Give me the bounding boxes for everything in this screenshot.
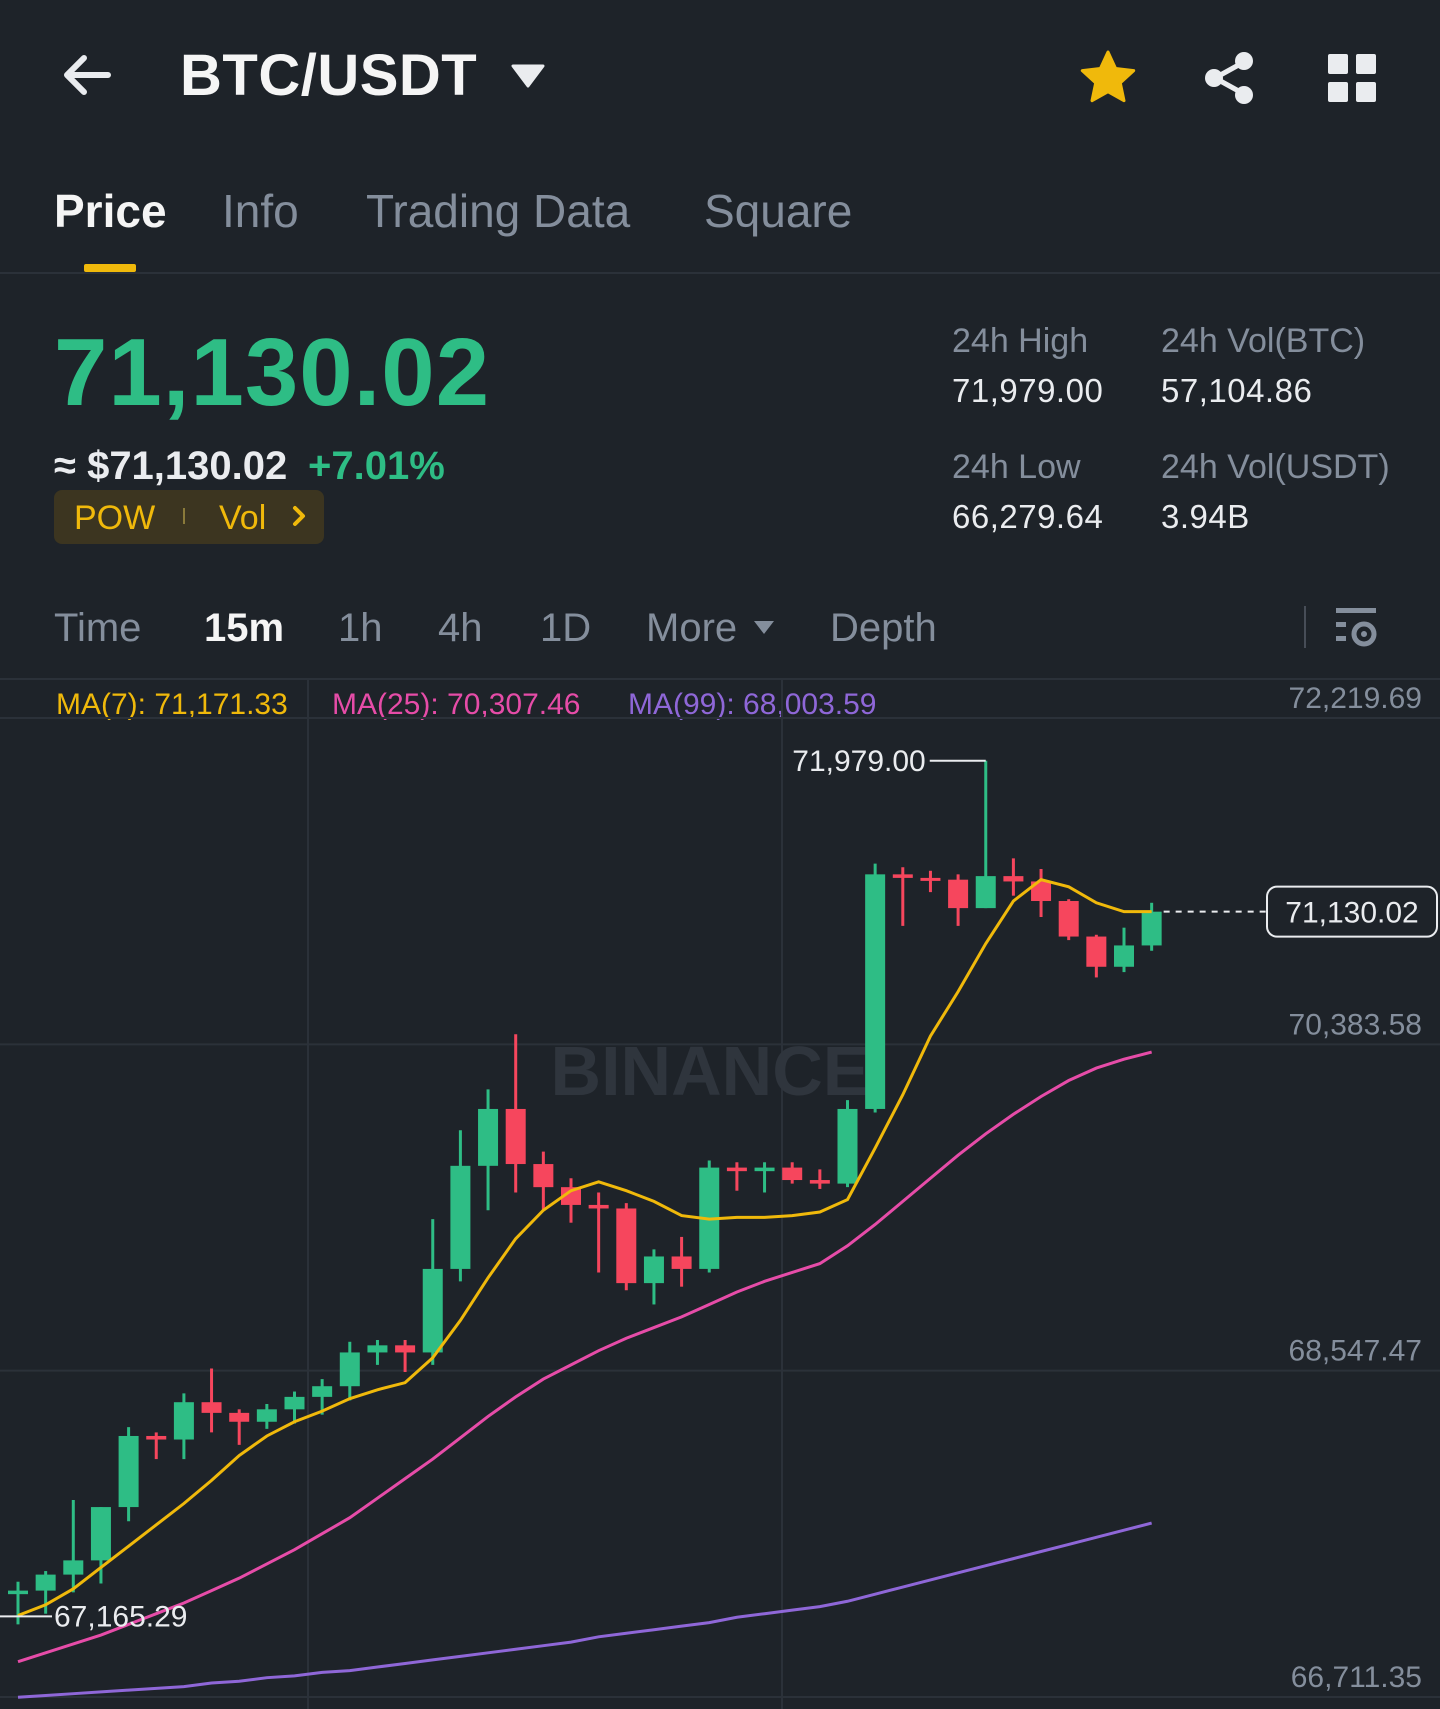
tab-info[interactable]: Info (222, 185, 299, 237)
tab-trading-data[interactable]: Trading Data (366, 185, 631, 237)
price-change-percent: +7.01% (308, 444, 445, 488)
candle-body (395, 1345, 416, 1353)
back-arrow-icon[interactable] (58, 45, 118, 105)
ma7-line (17, 878, 1152, 1617)
last-price: 71,130.02 (54, 319, 491, 426)
candle-body (201, 1402, 222, 1413)
candle-body (588, 1204, 609, 1209)
last-price-tag: 71,130.02 (1285, 897, 1418, 930)
candle-body (975, 876, 996, 909)
vol-btc-value: 57,104.86 (1161, 372, 1313, 409)
caret-down-icon[interactable] (510, 62, 546, 92)
toolbar-bottom-divider (0, 678, 1440, 680)
candle-body (339, 1352, 360, 1387)
candle-body (422, 1268, 443, 1353)
timeframe-time[interactable]: Time (54, 606, 142, 650)
ma99-line (17, 1521, 1153, 1699)
ma25-line (17, 1050, 1153, 1664)
share-icon[interactable] (1200, 48, 1260, 108)
candle-body (643, 1256, 664, 1284)
candle-body (118, 1435, 139, 1508)
chart-grid (0, 680, 1440, 1709)
toolbar-divider (1304, 606, 1306, 648)
candle-body (561, 1187, 581, 1205)
y-tick-label: 72,219.69 (1289, 682, 1422, 715)
candle-body (90, 1507, 111, 1561)
candle-body (948, 879, 969, 909)
chart-settings-icon[interactable] (1334, 604, 1378, 650)
candle-body (671, 1256, 692, 1269)
candle-body (450, 1165, 471, 1269)
candle-body (367, 1345, 388, 1353)
candle-body (616, 1208, 637, 1284)
timeframe-1d[interactable]: 1D (540, 606, 592, 650)
tag-vol: Vol (219, 499, 267, 537)
candle-body (35, 1574, 56, 1591)
candle-body (865, 874, 886, 1109)
tag-chip[interactable]: POW Vol (54, 490, 324, 544)
star-icon[interactable] (1078, 48, 1138, 108)
candle-body (146, 1435, 167, 1440)
timeframe-15m[interactable]: 15m (204, 606, 285, 650)
tab-price[interactable]: Price (54, 185, 167, 237)
tab-square[interactable]: Square (704, 185, 853, 237)
ma25-label: MA(25): 70,307.46 (332, 688, 581, 721)
candle-body (1031, 881, 1052, 902)
candle-body (256, 1409, 277, 1422)
low-value: 66,279.64 (952, 498, 1104, 535)
caret-down-icon[interactable] (752, 618, 776, 638)
vol-usdt-label: 24h Vol(USDT) (1161, 448, 1390, 486)
vol-btc-label: 24h Vol(BTC) (1161, 322, 1366, 360)
candle-body (173, 1402, 194, 1440)
candle-body (1086, 936, 1107, 967)
y-tick-label: 68,547.47 (1289, 1335, 1422, 1368)
low-marker-label: 67,165.29 (54, 1600, 187, 1633)
candle-body (312, 1386, 333, 1397)
candle-body (1141, 911, 1162, 946)
high-marker-label: 71,979.00 (792, 745, 925, 778)
chevron-right-icon (293, 506, 305, 526)
timeframe-4h[interactable]: 4h (438, 606, 483, 650)
last-price-box (1266, 885, 1438, 938)
ma99-label: MA(99): 68,003.59 (628, 688, 877, 721)
pair-title[interactable]: BTC/USDT (180, 43, 478, 108)
timeframe-1h[interactable]: 1h (338, 606, 383, 650)
timeframe-more[interactable]: More (646, 606, 738, 650)
candle-body (63, 1560, 84, 1575)
candle-body (837, 1108, 858, 1184)
candlestick-chart[interactable]: BINANCE 72,219.69 70,383.58 68,547.47 66,71… (0, 680, 1440, 1709)
candle-body (754, 1167, 775, 1172)
tab-divider (0, 272, 1440, 274)
y-tick-label: 70,383.58 (1289, 1008, 1422, 1041)
ma7-label: MA(7): 71,171.33 (56, 688, 288, 721)
tag-pow: POW (74, 499, 156, 537)
grid-icon[interactable] (1326, 52, 1378, 104)
active-tab-indicator (84, 264, 136, 272)
high-value: 71,979.00 (952, 372, 1104, 409)
candle-body (1114, 945, 1134, 967)
candle-body (229, 1412, 250, 1422)
usd-price: ≈ $71,130.02 (54, 444, 288, 488)
candle-body (284, 1396, 305, 1410)
candle-body (8, 1590, 28, 1595)
candle-body (1003, 876, 1024, 882)
candle-body (478, 1108, 499, 1166)
candle-body (533, 1164, 554, 1188)
candle-body (505, 1108, 526, 1165)
binance-watermark: BINANCE (551, 1032, 870, 1110)
y-tick-label: 66,711.35 (1291, 1661, 1422, 1694)
timeframe-depth[interactable]: Depth (830, 606, 937, 650)
candle-body (920, 877, 941, 881)
tag-separator (183, 508, 185, 524)
candle-body (726, 1167, 747, 1172)
candle-body (1058, 901, 1079, 937)
candle-body (892, 874, 913, 878)
candle-body (809, 1180, 830, 1184)
vol-usdt-value: 3.94B (1161, 498, 1250, 535)
candle-body (782, 1167, 803, 1181)
low-label: 24h Low (952, 448, 1081, 486)
high-label: 24h High (952, 322, 1089, 360)
